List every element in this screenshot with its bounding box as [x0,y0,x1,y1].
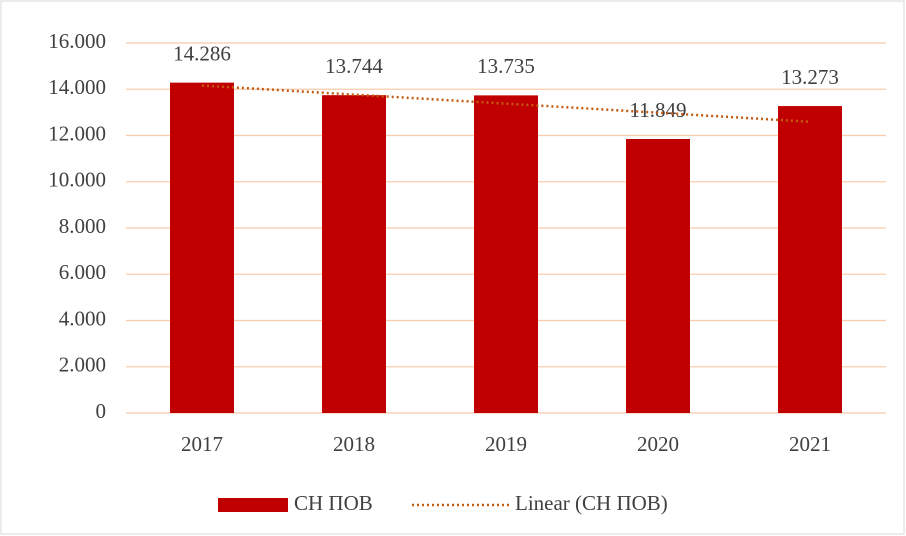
bar [170,82,234,413]
x-tick-label: 2019 [485,432,527,456]
bar [778,106,842,413]
y-tick-label: 10.000 [48,168,106,192]
x-tick-label: 2018 [333,432,375,456]
data-label: 14.286 [173,41,231,65]
y-tick-label: 0 [96,399,107,423]
bar [626,138,690,413]
y-tick-label: 14.000 [48,75,106,99]
legend-label: СН ПОВ [294,491,373,515]
x-tick-label: 2021 [789,432,831,456]
bar [322,95,386,414]
bar [474,95,538,414]
y-tick-label: 8.000 [59,214,106,238]
y-tick-label: 12.000 [48,121,106,145]
data-label: 13.273 [781,65,839,89]
y-tick-label: 6.000 [59,260,106,284]
x-tick-label: 2020 [637,432,679,456]
y-tick-label: 4.000 [59,306,106,330]
data-label: 13.744 [325,54,383,78]
y-tick-label: 2.000 [59,353,106,377]
legend-swatch [218,498,288,512]
trendline [201,84,811,124]
x-tick-label: 2017 [181,432,223,456]
legend-label: Linear (СН ПОВ) [515,491,668,515]
y-tick-label: 16.000 [48,29,106,53]
data-label: 11.849 [630,98,687,122]
data-label: 13.735 [477,54,535,78]
